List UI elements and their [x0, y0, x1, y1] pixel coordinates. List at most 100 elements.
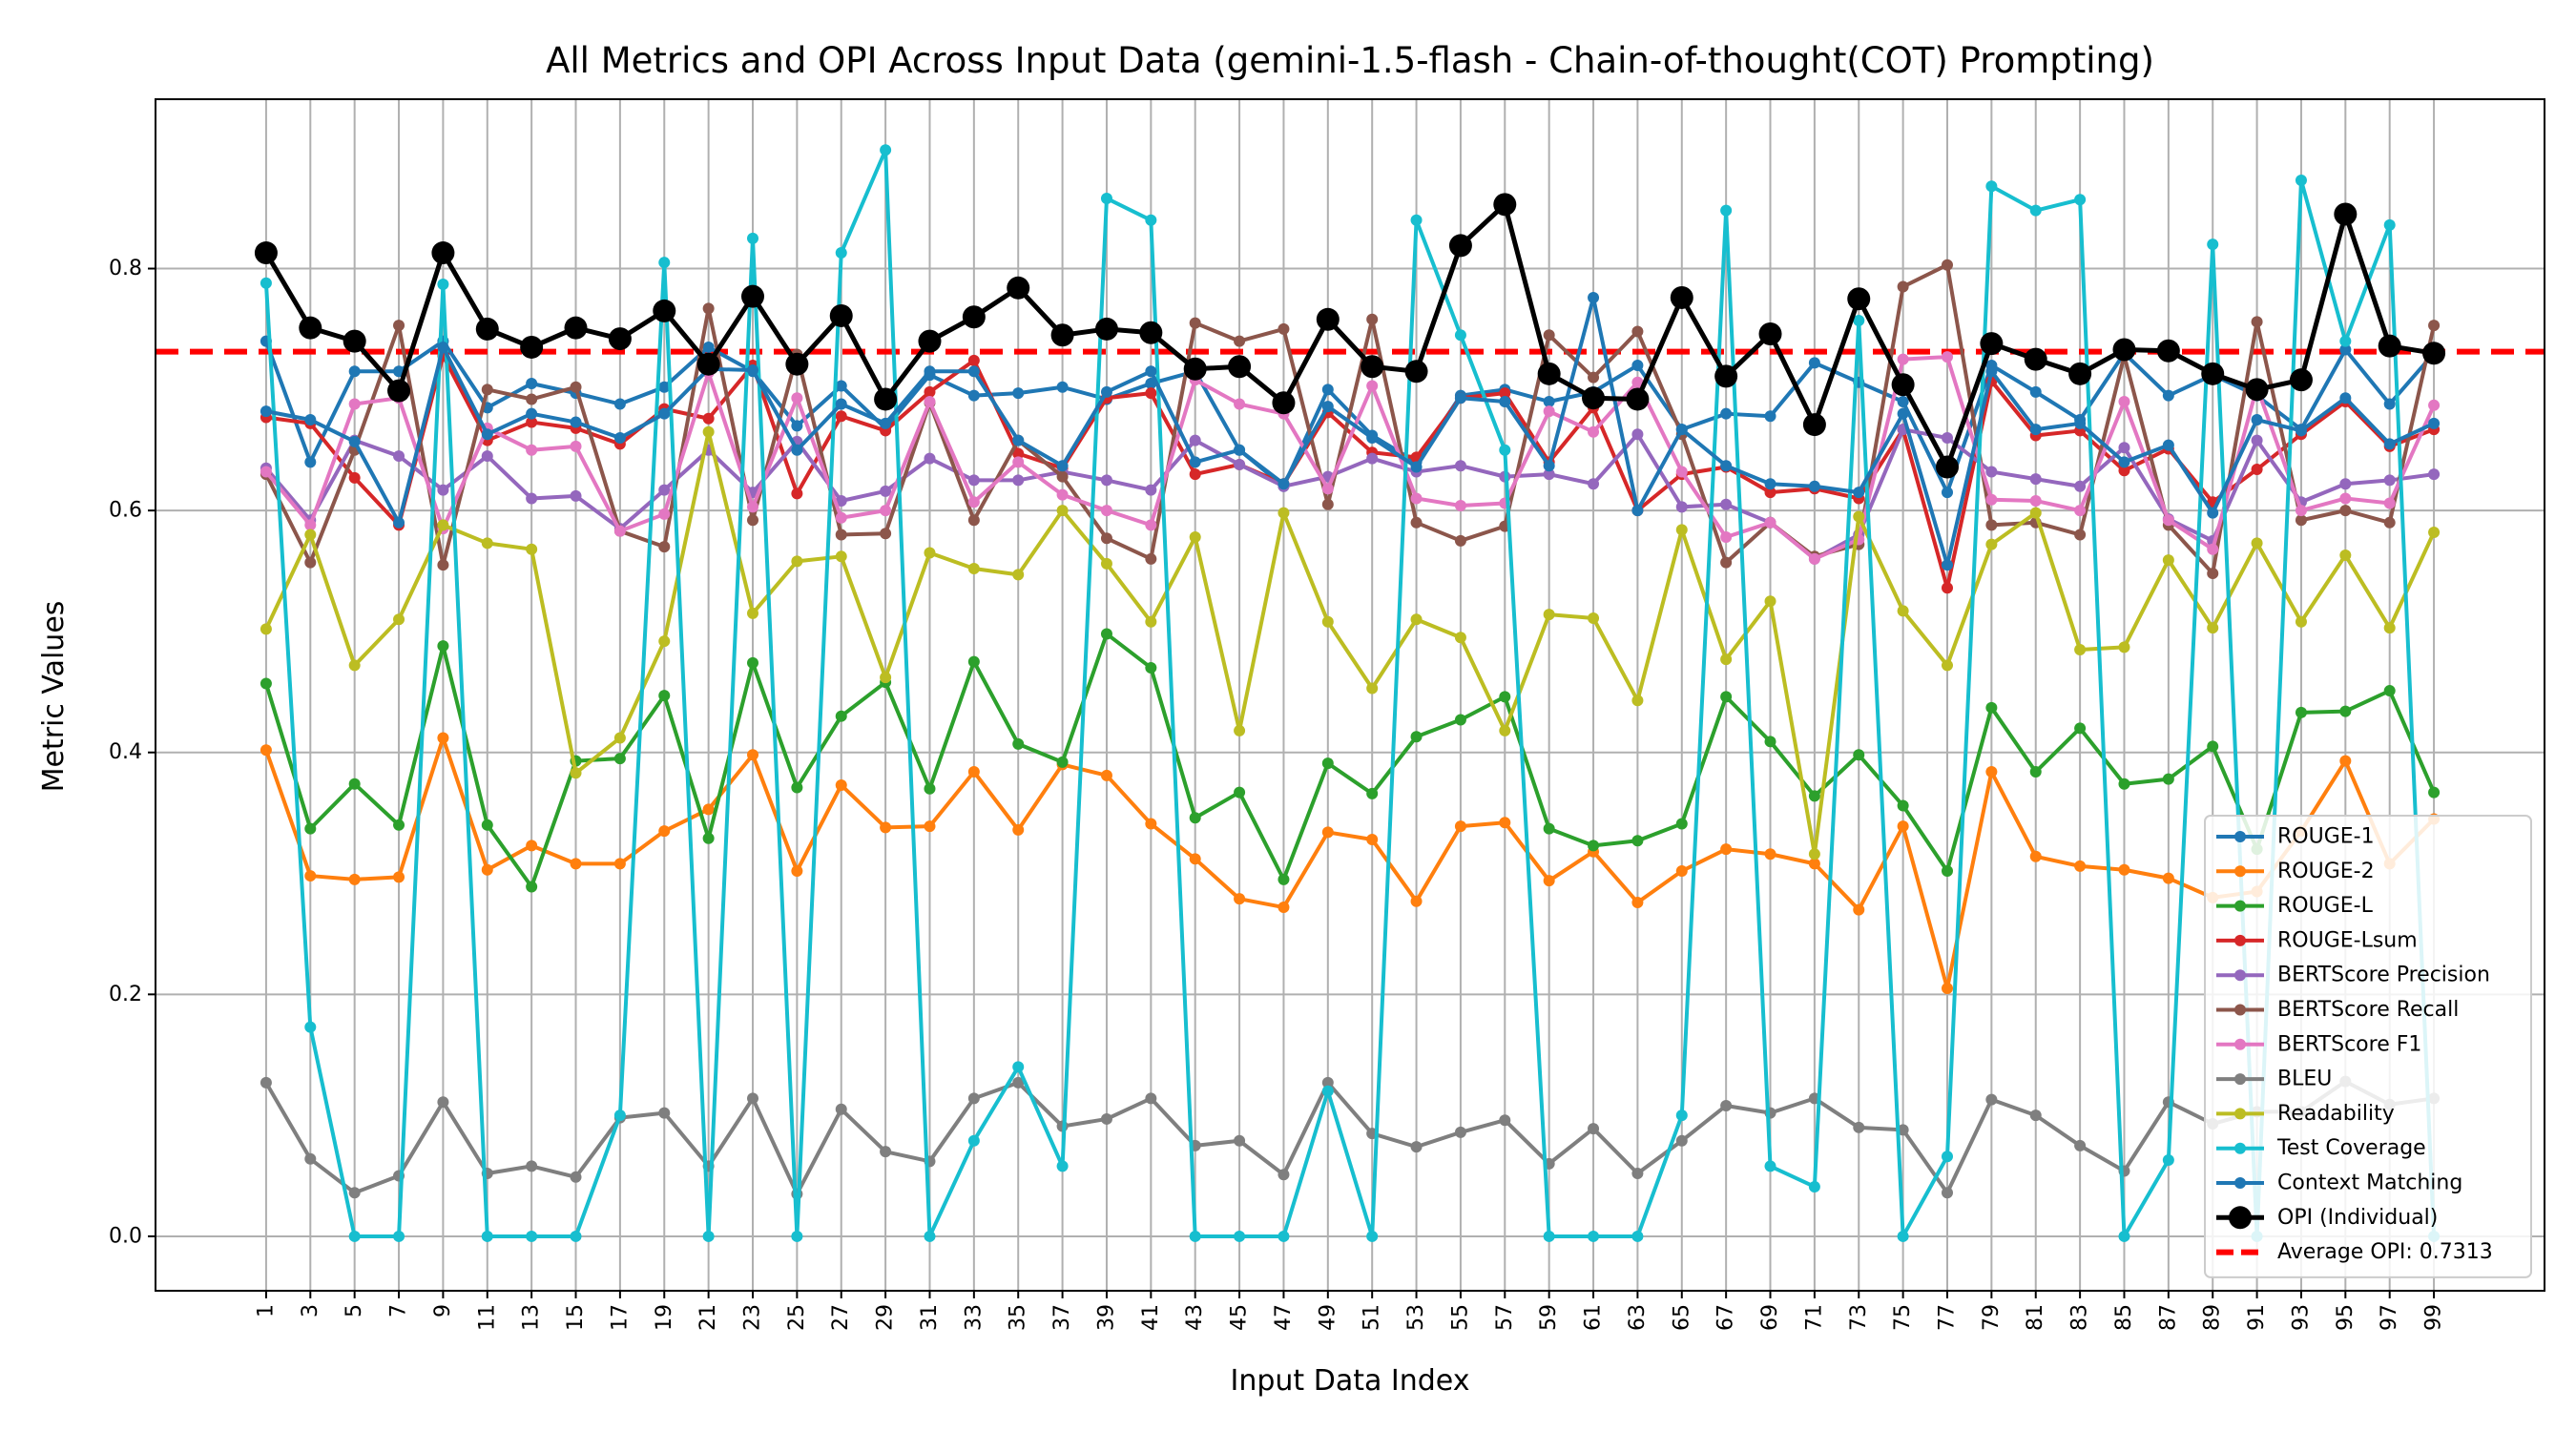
data-point-rouge-2 [1366, 834, 1379, 846]
data-point-opi-individual [2422, 342, 2446, 365]
data-point-rouge-l [924, 782, 936, 795]
data-point-rouge-l [658, 690, 671, 702]
data-point-rouge-1 [348, 365, 361, 378]
x-tick-label: 33 [962, 1304, 986, 1331]
data-point-test-coverage [1543, 1230, 1555, 1242]
data-point-bertscore-precision [437, 484, 449, 496]
legend-entry-test-coverage: Test Coverage [2216, 1136, 2426, 1160]
data-point-bertscore-precision [1985, 466, 1998, 478]
data-point-rouge-l [1499, 691, 1511, 703]
x-tick-label: 21 [696, 1304, 720, 1331]
x-tick-label: 97 [2378, 1304, 2401, 1331]
data-point-context-matching [348, 435, 361, 447]
data-point-readability [1675, 524, 1688, 536]
data-point-rouge-2 [924, 820, 936, 833]
x-tick-label: 61 [1582, 1304, 1606, 1331]
legend-label: ROUGE-1 [2277, 825, 2375, 849]
data-point-context-matching [2251, 414, 2263, 426]
data-point-rouge-1 [1942, 487, 1953, 499]
data-point-bertscore-f1 [348, 398, 361, 410]
plot-frame [155, 98, 2545, 1292]
data-point-readability [924, 547, 936, 559]
data-point-context-matching [2029, 424, 2042, 436]
data-point-context-matching [2383, 438, 2396, 450]
series-line-rouge-l [264, 632, 2436, 889]
data-point-rouge-2 [1499, 817, 1511, 829]
data-point-bertscore-f1 [1897, 353, 1909, 365]
data-point-test-coverage [1675, 1110, 1688, 1122]
data-point-bertscore-recall [1100, 532, 1112, 545]
x-tick-label: 53 [1404, 1304, 1428, 1331]
legend-label: ROUGE-L [2277, 894, 2374, 918]
legend-label: ROUGE-Lsum [2277, 928, 2418, 952]
data-point-test-coverage [393, 1230, 405, 1242]
data-point-rouge-2 [304, 870, 317, 882]
data-point-bleu [658, 1107, 671, 1119]
series-line-test-coverage [263, 148, 2437, 1238]
data-point-rouge-2 [437, 732, 449, 744]
data-point-rouge-1 [1720, 407, 1733, 420]
data-point-rouge-l [1675, 818, 1688, 830]
x-tick-label: 31 [918, 1304, 942, 1331]
legend-marker [2229, 1206, 2252, 1230]
x-tick-label: 17 [608, 1304, 632, 1331]
data-point-bleu [1853, 1121, 1865, 1133]
data-point-context-matching [2295, 425, 2307, 437]
data-point-rouge-lsum [1012, 447, 1025, 460]
data-point-rouge-1 [1012, 387, 1025, 400]
data-point-readability [348, 659, 361, 672]
data-point-rouge-2 [613, 858, 626, 870]
data-point-bertscore-f1 [2428, 399, 2441, 411]
data-point-bertscore-precision [1366, 452, 1379, 465]
data-point-rouge-1 [1056, 381, 1069, 393]
data-point-rouge-2 [1543, 875, 1555, 887]
data-point-rouge-l [393, 819, 405, 831]
data-point-readability [437, 519, 449, 531]
data-point-context-matching [1985, 365, 1998, 378]
data-point-bleu [570, 1171, 582, 1183]
data-point-context-matching [2207, 507, 2219, 519]
series-line-bertscore-f1 [264, 355, 2436, 561]
data-point-rouge-2 [1942, 982, 1953, 994]
series-bleu [260, 1075, 2441, 1200]
x-tick-label: 45 [1228, 1304, 1252, 1331]
data-point-test-coverage [1278, 1230, 1290, 1242]
x-tick-label: 25 [785, 1304, 809, 1331]
data-point-rouge-2 [1189, 853, 1201, 865]
x-tick-label: 49 [1316, 1304, 1340, 1331]
data-point-readability [1410, 613, 1423, 626]
data-point-rouge-l [967, 655, 980, 668]
data-point-test-coverage [791, 1230, 803, 1242]
x-tick-label: 89 [2201, 1304, 2225, 1331]
legend-label: BERTScore Recall [2277, 998, 2459, 1022]
data-point-rouge-l [1410, 731, 1423, 743]
data-point-context-matching [2074, 417, 2087, 429]
data-point-rouge-lsum [924, 385, 936, 398]
data-point-bertscore-f1 [1100, 505, 1112, 517]
x-tick-label: 13 [520, 1304, 544, 1331]
legend-marker [2234, 865, 2246, 878]
data-point-bertscore-f1 [1808, 552, 1820, 565]
data-point-test-coverage [2383, 218, 2396, 231]
data-point-rouge-lsum [2251, 464, 2263, 476]
data-point-bleu [1942, 1187, 1953, 1199]
data-point-test-coverage [1631, 1230, 1644, 1242]
data-point-test-coverage [2029, 204, 2042, 217]
data-point-rouge-2 [1853, 903, 1865, 916]
data-point-bertscore-precision [1631, 428, 1644, 441]
data-point-readability [613, 732, 626, 744]
data-point-opi-individual [1316, 307, 1340, 331]
data-point-bertscore-f1 [835, 511, 847, 524]
data-point-rouge-l [2074, 722, 2087, 735]
data-point-bertscore-precision [1100, 474, 1112, 487]
data-point-rouge-l [348, 778, 361, 790]
x-tick-label: 29 [874, 1304, 898, 1331]
data-point-test-coverage [1189, 1230, 1201, 1242]
data-point-context-matching [1499, 396, 1511, 408]
data-point-rouge-l [2295, 706, 2307, 718]
x-tick-label: 75 [1891, 1304, 1915, 1331]
data-point-rouge-l [835, 710, 847, 722]
data-point-context-matching [1145, 365, 1157, 378]
data-point-readability [835, 550, 847, 563]
data-point-rouge-2 [1278, 902, 1290, 914]
